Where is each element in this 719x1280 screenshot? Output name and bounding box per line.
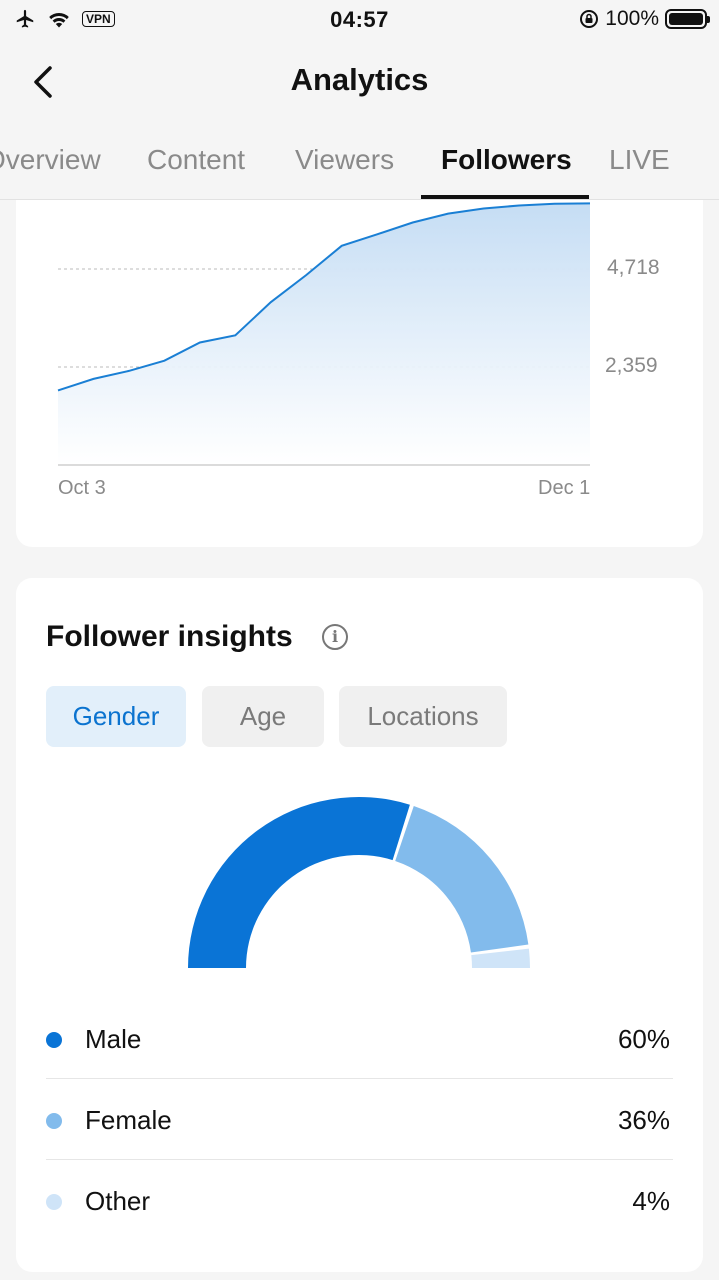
x-tick-label: Dec 1 [538,477,591,499]
info-icon[interactable]: i [322,624,348,650]
y-tick-label: 4,718 [607,256,660,279]
tab-content[interactable]: Content [147,144,246,175]
gender-semi-donut-chart [188,797,530,968]
tab-viewers[interactable]: Viewers [295,144,395,175]
donut-slice-other [471,948,530,968]
x-tick-label: Oct 3 [58,477,106,499]
legend-item: Other 4% [46,1160,673,1241]
legend-dot [46,1032,62,1048]
area-fill [58,203,590,465]
active-tab-indicator [421,195,589,199]
donut-slice-female [395,806,529,953]
analytics-tabs: Overview Content Viewers Followers LIVE [0,122,719,200]
followers-chart [57,202,591,466]
vpn-badge: VPN [82,11,115,27]
tab-followers[interactable]: Followers [441,144,572,175]
tab-live[interactable]: LIVE [609,144,670,175]
tab-locations[interactable]: Locations [339,686,507,747]
battery-icon [665,9,710,29]
tab-age[interactable]: Age [202,686,324,747]
legend-dot [46,1194,62,1210]
legend-item: Male 60% [46,998,673,1079]
status-right: 100% [579,7,710,31]
airplane-icon [16,9,34,28]
page-title: Analytics [290,62,429,97]
legend-value: 4% [632,1186,670,1216]
battery-percent: 100% [605,7,659,30]
series-line [57,202,591,392]
legend-value: 60% [617,1024,670,1054]
follower-insights-card: Follower insights i Gender Age Locations… [16,578,703,1272]
legend-item: Female 36% [46,1079,673,1160]
legend-dot [46,1113,62,1129]
legend-label: Male [85,1024,142,1054]
legend-label: Other [85,1186,151,1216]
legend-value: 36% [617,1105,670,1135]
back-arrow-icon[interactable] [28,62,58,102]
followers-chart-card: 4,718 2,359 Oct 3 Dec 1 [16,200,703,547]
y-tick-label: 2,359 [605,354,658,377]
header: Analytics [0,40,719,122]
tab-gender[interactable]: Gender [46,686,186,747]
tab-overview[interactable]: Overview [0,144,101,175]
insights-title: Follower insights [46,620,293,653]
status-time: 04:57 [330,7,389,32]
wifi-icon [49,12,69,28]
donut-slice-male [188,797,410,968]
rotation-lock-icon [580,10,599,28]
status-left: VPN [14,8,115,30]
status-bar: VPN 04:57 100% [0,0,719,40]
legend-label: Female [85,1105,172,1135]
